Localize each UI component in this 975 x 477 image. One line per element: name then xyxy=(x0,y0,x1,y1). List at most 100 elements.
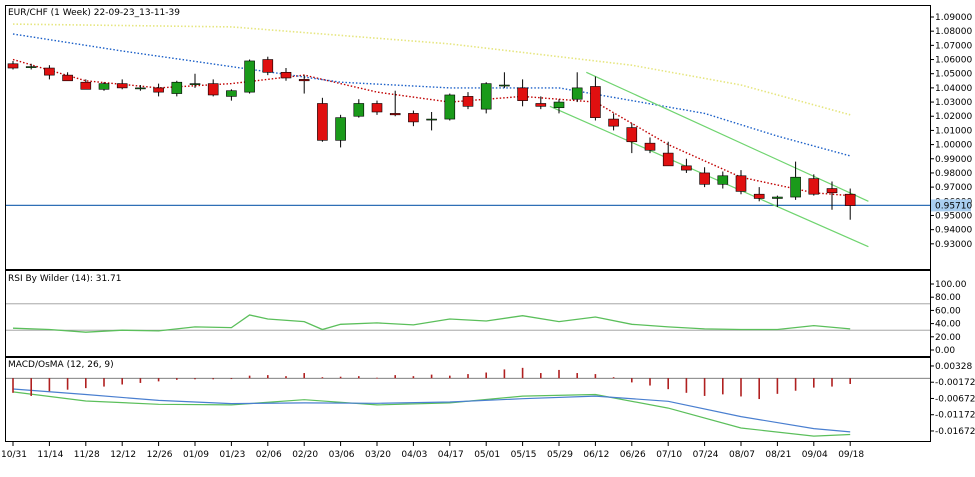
osma-bar xyxy=(339,376,342,379)
time-axis-label: 07/24 xyxy=(693,450,719,460)
time-axis-label: 12/26 xyxy=(147,450,173,460)
macd-line xyxy=(12,391,851,437)
time-axis-label: 09/18 xyxy=(838,450,864,460)
candlestick xyxy=(644,137,656,154)
time-axis-label: 05/29 xyxy=(547,450,573,460)
candle-body-down xyxy=(7,63,19,69)
osma-bar xyxy=(521,367,524,379)
candle-body-up xyxy=(772,196,783,199)
current-price-label-bg xyxy=(931,199,971,212)
candlestick xyxy=(262,56,274,76)
candlestick xyxy=(408,110,419,127)
candlestick xyxy=(62,72,73,82)
macd-axis-label: -0.01172 xyxy=(935,411,975,421)
candlestick xyxy=(608,113,619,131)
osma-bar xyxy=(612,377,615,379)
candle-body-down xyxy=(80,81,92,90)
candle-body-up xyxy=(553,101,565,109)
candle-body-down xyxy=(753,193,765,199)
price-axis-label: 1.05000 xyxy=(935,70,972,80)
rsi-axis-label: 60.00 xyxy=(935,306,961,316)
time-axis-label: 02/20 xyxy=(292,450,318,460)
candle-body-down xyxy=(298,79,310,82)
time-axis-label: 08/07 xyxy=(729,450,755,460)
osma-bar xyxy=(12,378,14,393)
time-axis-label: 12/12 xyxy=(110,450,136,460)
price-axis-label: 0.97000 xyxy=(935,183,972,193)
candlestick xyxy=(535,96,547,110)
candlestick xyxy=(444,93,456,121)
osma-bar xyxy=(667,378,669,390)
osma-bar xyxy=(794,378,797,391)
candle-body-up xyxy=(335,117,346,141)
candle-body-up xyxy=(353,103,365,117)
candle-body-down xyxy=(662,152,674,167)
candle-body-down xyxy=(44,67,55,76)
osma-bar xyxy=(703,378,706,396)
osma-bar xyxy=(176,378,178,380)
time-axis-label: 11/14 xyxy=(37,450,63,460)
osma-bar xyxy=(376,377,378,379)
candlestick xyxy=(116,79,128,90)
price-axis-label: 1.03000 xyxy=(935,98,972,108)
candle-body-up xyxy=(717,175,729,185)
candlestick xyxy=(681,158,692,173)
macd-panel: 0.00328 -0.00172 -0.00672 -0.01172 -0.01672 xyxy=(6,362,975,437)
time-axis-label: 05/15 xyxy=(511,450,537,460)
candlestick xyxy=(80,79,92,90)
osma-bar xyxy=(248,375,251,379)
candle-body-down xyxy=(62,74,73,82)
candle-body-up xyxy=(135,87,146,90)
time-axis: 10/31 11/14 11/28 12/12 12/26 01/09 01/23 02/06… xyxy=(1,442,864,460)
price-axis-label: 1.07000 xyxy=(935,41,972,51)
time-axis-label: 01/23 xyxy=(219,450,245,460)
rsi-line xyxy=(12,314,851,333)
candle-body-up xyxy=(790,176,801,198)
rsi-panel: 100.00 80.00 60.00 40.00 20.00 0.00 xyxy=(6,280,967,356)
candlestick xyxy=(153,83,164,97)
candle-body-down xyxy=(844,193,856,206)
time-axis-label: 02/06 xyxy=(256,450,282,460)
osma-bar xyxy=(685,378,688,393)
osma-bar xyxy=(467,374,469,379)
candlestick xyxy=(335,114,346,148)
osma-bar xyxy=(813,378,815,388)
candle-body-down xyxy=(517,87,528,101)
rsi-axis-label: 40.00 xyxy=(935,320,961,330)
time-axis-label: 01/09 xyxy=(183,450,209,460)
candlestick xyxy=(462,92,474,110)
rsi-axis-label: 80.00 xyxy=(935,293,961,303)
osma-bar xyxy=(48,378,51,392)
candle-body-down xyxy=(317,103,328,141)
time-axis-label: 03/20 xyxy=(365,450,391,460)
osma-bar xyxy=(594,374,597,379)
candle-body-down xyxy=(462,96,474,107)
candle-body-up xyxy=(226,90,237,97)
candle-body-down xyxy=(699,172,710,185)
candlestick xyxy=(553,99,565,114)
candle-body-down xyxy=(644,142,656,151)
price-axis-label: 1.06000 xyxy=(935,56,972,66)
osma-bar xyxy=(194,378,196,380)
time-axis-label: 04/03 xyxy=(401,450,427,460)
osma-bar xyxy=(430,374,433,379)
osma-bar xyxy=(103,378,105,387)
candlestick xyxy=(699,167,710,188)
osma-bar xyxy=(485,372,487,379)
candlestick xyxy=(753,187,765,202)
osma-bar xyxy=(121,378,123,385)
candlestick xyxy=(389,90,401,117)
price-axis-label: 0.98000 xyxy=(935,169,972,179)
candle-body-up xyxy=(98,83,110,90)
candle-body-down xyxy=(371,103,383,113)
osma-bar xyxy=(758,378,760,400)
osma-bar xyxy=(30,378,32,396)
candlestick xyxy=(517,79,528,107)
price-axis-label: 1.04000 xyxy=(935,84,972,94)
candle-body-down xyxy=(262,59,274,73)
candlestick xyxy=(371,100,383,115)
osma-bar xyxy=(85,378,87,389)
candle-body-down xyxy=(389,113,401,116)
macd-panel-title: MACD/OsMA (12, 26, 9) xyxy=(8,360,114,370)
candlestick xyxy=(25,63,37,70)
